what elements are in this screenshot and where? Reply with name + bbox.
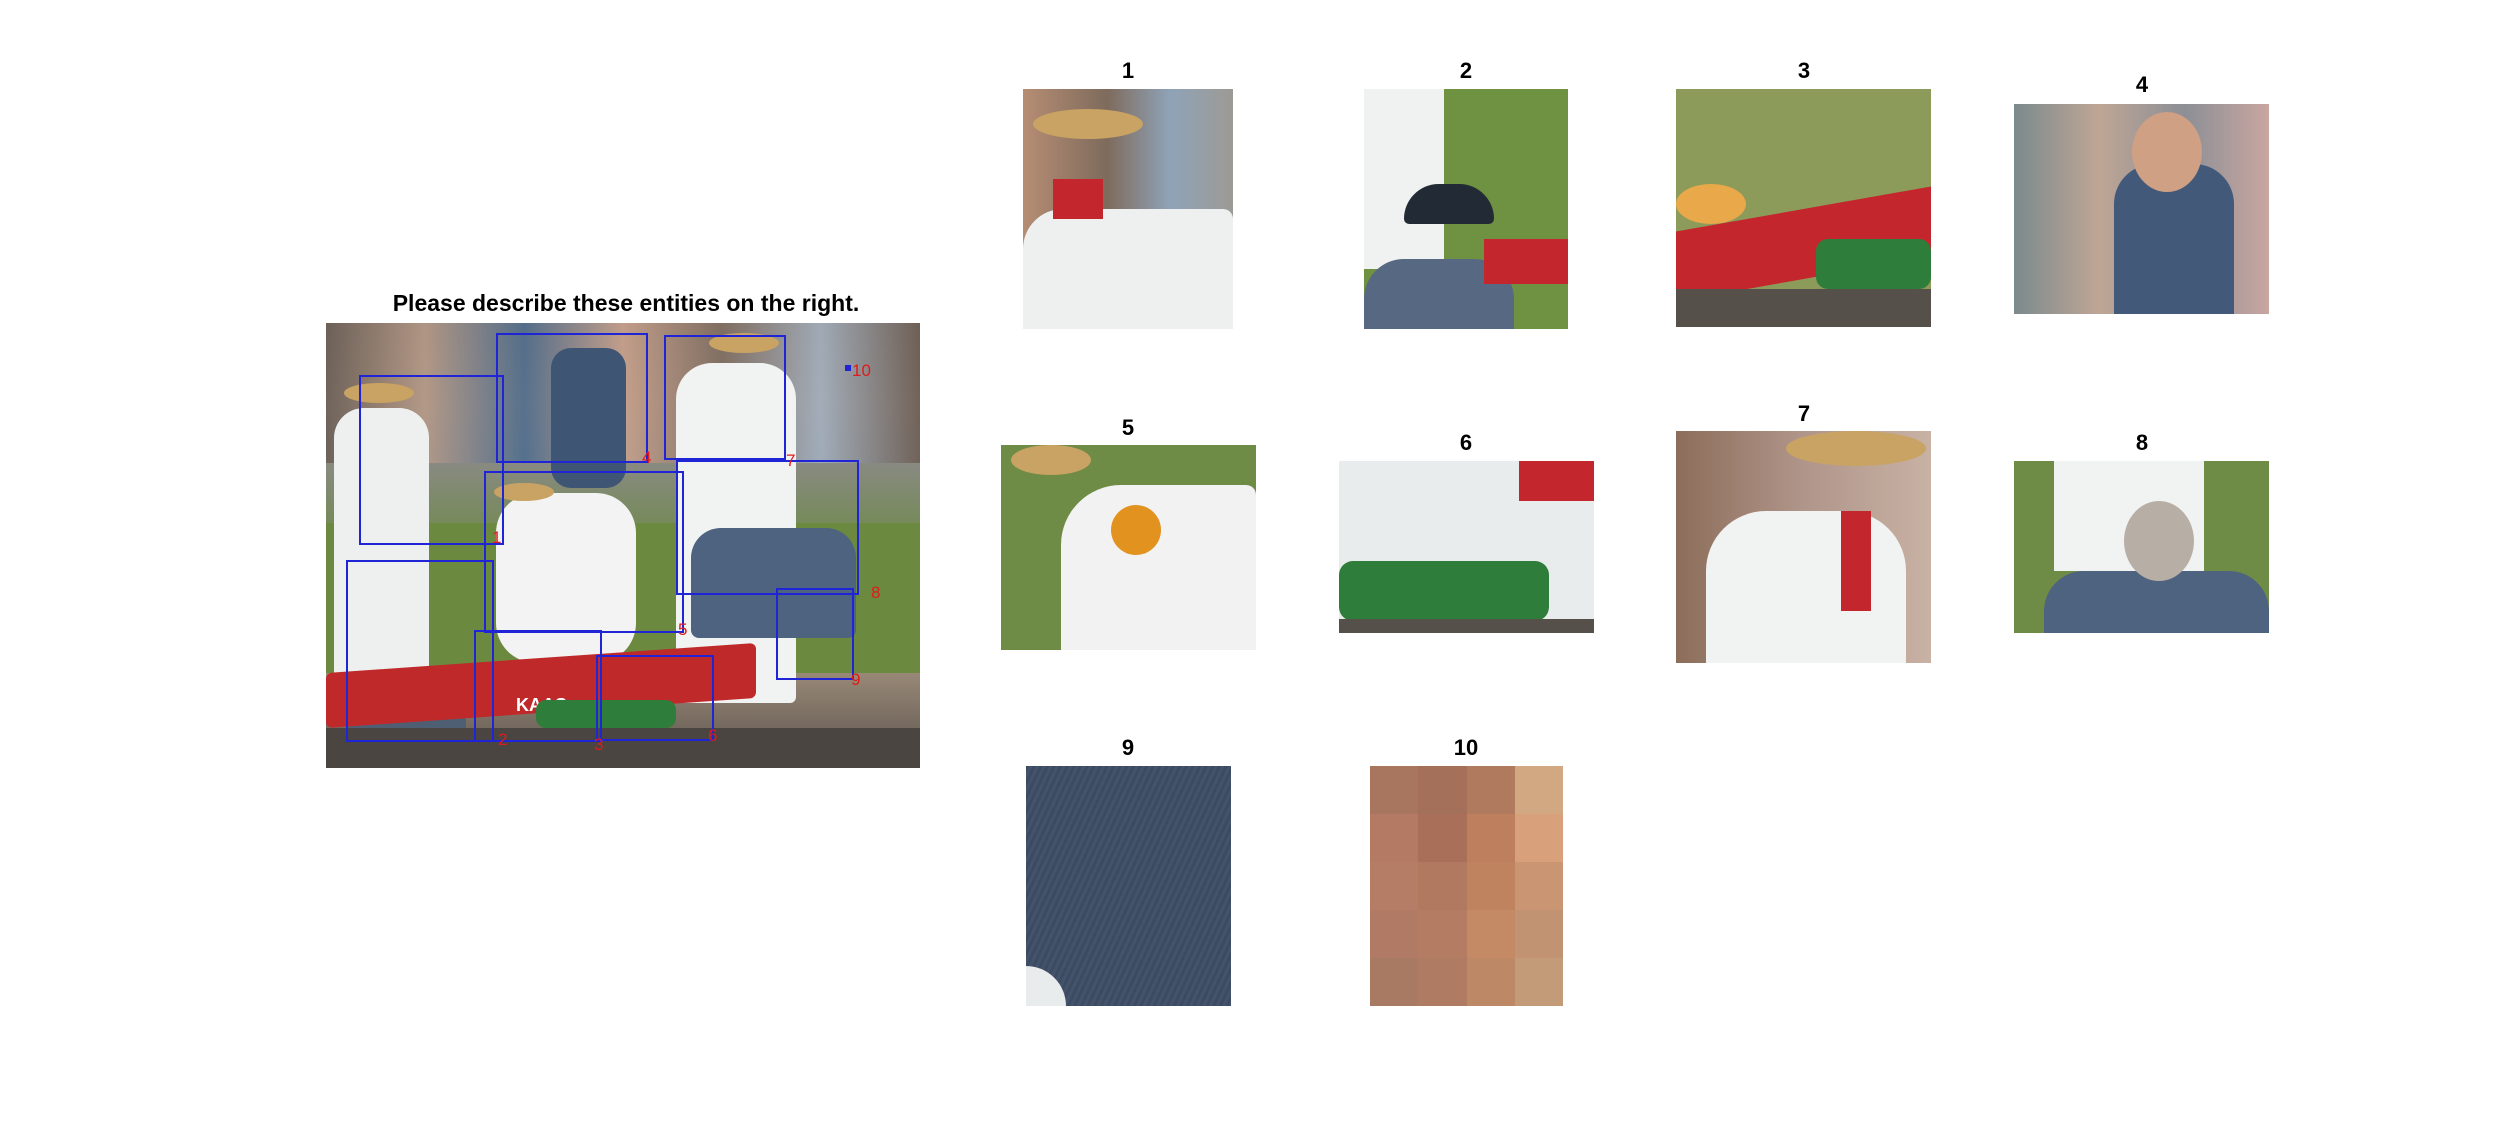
- main-photo: KAAS 1 2 3 4 5 6 7 8 9 10: [326, 323, 920, 768]
- thumb-label-8: 8: [2135, 430, 2149, 455]
- thumbnail-10: [1370, 766, 1563, 1006]
- region-label-7: 7: [786, 451, 796, 470]
- region-label-9: 9: [851, 670, 861, 689]
- region-label-6: 6: [708, 726, 718, 745]
- thumb-label-7: 7: [1797, 401, 1811, 426]
- thumb-label-2: 2: [1459, 58, 1473, 83]
- region-label-1: 1: [492, 528, 502, 547]
- page-title: Please describe these entities on the ri…: [392, 290, 860, 316]
- region-box-8: [676, 460, 859, 595]
- region-label-5: 5: [678, 620, 688, 639]
- thumb-label-4: 4: [2135, 72, 2149, 97]
- thumb-label-9: 9: [1121, 735, 1135, 760]
- region-box-9: [776, 588, 854, 680]
- region-label-10: 10: [852, 361, 871, 380]
- thumbnail-3: [1676, 89, 1931, 327]
- region-label-2: 2: [498, 730, 508, 749]
- thumbnail-9: [1026, 766, 1231, 1006]
- region-box-7: [664, 335, 786, 460]
- thumbnail-1: [1023, 89, 1233, 329]
- thumb-label-10: 10: [1453, 735, 1479, 760]
- thumb-label-6: 6: [1459, 430, 1473, 455]
- region-label-3: 3: [594, 735, 604, 754]
- region-box-1: [359, 375, 504, 545]
- thumbnail-8: [2014, 461, 2269, 633]
- thumbnail-7: [1676, 431, 1931, 663]
- region-label-8: 8: [871, 583, 881, 602]
- region-box-2: [346, 560, 494, 742]
- region-box-6: [596, 655, 714, 741]
- region-label-4: 4: [642, 448, 652, 467]
- thumbnail-4: [2014, 104, 2269, 314]
- region-box-5: [484, 471, 684, 633]
- region-box-3: [474, 630, 602, 742]
- thumbnail-6: [1339, 461, 1594, 633]
- region-box-10: [845, 365, 851, 371]
- thumbnail-2: [1364, 89, 1568, 329]
- thumb-label-3: 3: [1797, 58, 1811, 83]
- thumb-label-5: 5: [1121, 415, 1135, 440]
- region-box-4: [496, 333, 648, 463]
- thumbnail-5: [1001, 445, 1256, 650]
- thumb-label-1: 1: [1121, 58, 1135, 83]
